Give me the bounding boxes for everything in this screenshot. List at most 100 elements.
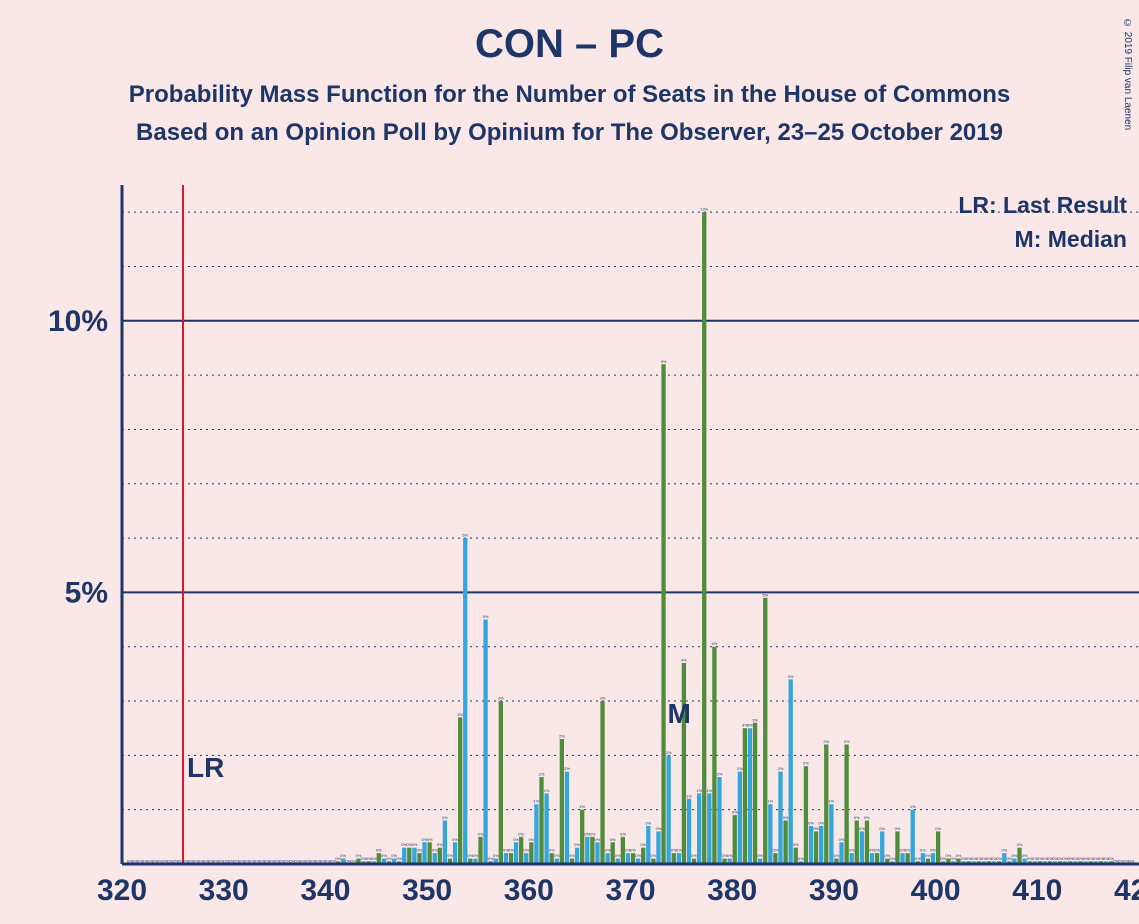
bar-value-label: 0%	[549, 848, 555, 853]
bar-value-label: 0%	[340, 853, 346, 858]
bar-value-label: 0%	[417, 848, 423, 853]
bar-series-b	[529, 842, 533, 864]
bar-value-label: 0%	[452, 837, 458, 842]
y-tick-label: 10%	[48, 305, 108, 338]
bar-value-label: 0%	[996, 856, 1002, 861]
bar-series-a	[646, 826, 650, 864]
bar-value-label: 0%	[1057, 856, 1063, 861]
bar-value-label: 0%	[528, 837, 534, 842]
chart-svg: 5% 10% 0% 0% 0% 0% 0% 0% 0% 0% 0% 0% 0% 0% 0% 0% 0% 0% 0% 0…	[0, 0, 1139, 924]
bar-series-b	[763, 598, 767, 864]
bar-value-label: 4%	[681, 658, 687, 663]
bar-series-a	[463, 538, 467, 864]
bar-value-label: 0%	[1078, 856, 1084, 861]
bar-series-b	[712, 647, 716, 864]
bar-series-a	[748, 728, 752, 864]
bar-value-label: 0%	[427, 837, 433, 842]
bar-value-label: 0%	[493, 853, 499, 858]
bar-value-label: 0%	[396, 856, 402, 861]
bar-value-label: 1%	[579, 804, 585, 809]
bar-value-label: 3%	[600, 696, 606, 701]
bar-value-label: 3%	[747, 723, 753, 728]
bar-series-b	[539, 777, 543, 864]
bar-value-label: 1%	[696, 788, 702, 793]
bar-value-label: 3%	[498, 696, 504, 701]
bar-value-label: 0%	[1017, 842, 1023, 847]
bar-value-label: 0%	[691, 853, 697, 858]
bar-value-label: 0%	[986, 856, 992, 861]
x-tick-label: 390	[809, 874, 859, 907]
x-tick-label: 370	[605, 874, 655, 907]
x-tick-label: 400	[911, 874, 961, 907]
bar-value-label: 0%	[798, 856, 804, 861]
bar-value-label: 0%	[925, 853, 931, 858]
bar-value-label: 0%	[722, 853, 728, 858]
bar-value-label: 2%	[803, 761, 809, 766]
bar-value-label: 1%	[686, 793, 692, 798]
bar-series-b	[875, 853, 879, 864]
bar-series-b	[550, 853, 554, 864]
bar-series-b	[814, 831, 818, 864]
bar-value-label: 0%	[808, 820, 814, 825]
bar-value-label: 0%	[513, 837, 519, 842]
bar-value-label: 2%	[823, 739, 829, 744]
bar-series-b	[580, 810, 584, 864]
bar-value-label: 0%	[966, 856, 972, 861]
bar-value-label: 0%	[895, 826, 901, 831]
bar-value-label: 0%	[1098, 856, 1104, 861]
bar-value-label: 5%	[483, 614, 489, 619]
bar-value-label: 0%	[1006, 856, 1012, 861]
bar-series-a	[402, 848, 406, 864]
bar-series-b	[600, 701, 604, 864]
bar-series-b	[855, 821, 859, 864]
bar-value-label: 1%	[828, 799, 834, 804]
bar-value-label: 0%	[839, 837, 845, 842]
bar-series-a	[483, 620, 487, 864]
bar-series-a	[514, 842, 518, 864]
bar-series-b	[672, 853, 676, 864]
bar-series-a	[809, 826, 813, 864]
bar-value-label: 0%	[518, 831, 524, 836]
bar-value-label: 0%	[889, 856, 895, 861]
bar-value-label: 0%	[630, 848, 636, 853]
bar-value-label: 0%	[356, 853, 362, 858]
bar-value-label: 0%	[605, 848, 611, 853]
bar-series-b	[438, 848, 442, 864]
bar-series-b	[753, 723, 757, 864]
bar-value-label: 0%	[447, 853, 453, 858]
lr-annotation: LR	[187, 752, 224, 783]
bar-series-a	[717, 777, 721, 864]
bar-series-a	[605, 853, 609, 864]
bar-value-label: 12%	[700, 207, 708, 212]
bar-value-label: 0%	[727, 853, 733, 858]
bar-value-label: 3%	[742, 723, 748, 728]
bar-series-b	[458, 717, 462, 864]
bar-series-a	[819, 826, 823, 864]
bar-series-a	[422, 842, 426, 864]
bar-value-label: 0%	[640, 842, 646, 847]
bar-value-label: 0%	[656, 826, 662, 831]
bar-series-b	[895, 831, 899, 864]
bar-value-label: 0%	[589, 831, 595, 836]
bar-value-label: 0%	[645, 820, 651, 825]
bar-series-a	[860, 831, 864, 864]
bar-series-b	[865, 821, 869, 864]
bar-value-label: 0%	[676, 848, 682, 853]
bar-series-a	[677, 853, 681, 864]
bar-series-b	[611, 842, 615, 864]
bar-value-label: 0%	[757, 853, 763, 858]
bar-value-label: 9%	[661, 359, 667, 364]
bar-series-a	[453, 842, 457, 864]
bar-series-b	[641, 848, 645, 864]
bar-value-label: 0%	[1067, 856, 1073, 861]
bar-series-a	[707, 793, 711, 864]
bar-value-label: 1%	[767, 799, 773, 804]
bar-series-b	[621, 837, 625, 864]
bar-series-a	[575, 848, 579, 864]
bar-series-b	[509, 853, 513, 864]
bar-series-a	[697, 793, 701, 864]
bar-value-label: 0%	[386, 856, 392, 861]
bar-series-a	[850, 853, 854, 864]
bar-value-label: 0%	[371, 856, 377, 861]
bar-value-label: 3%	[788, 674, 794, 679]
